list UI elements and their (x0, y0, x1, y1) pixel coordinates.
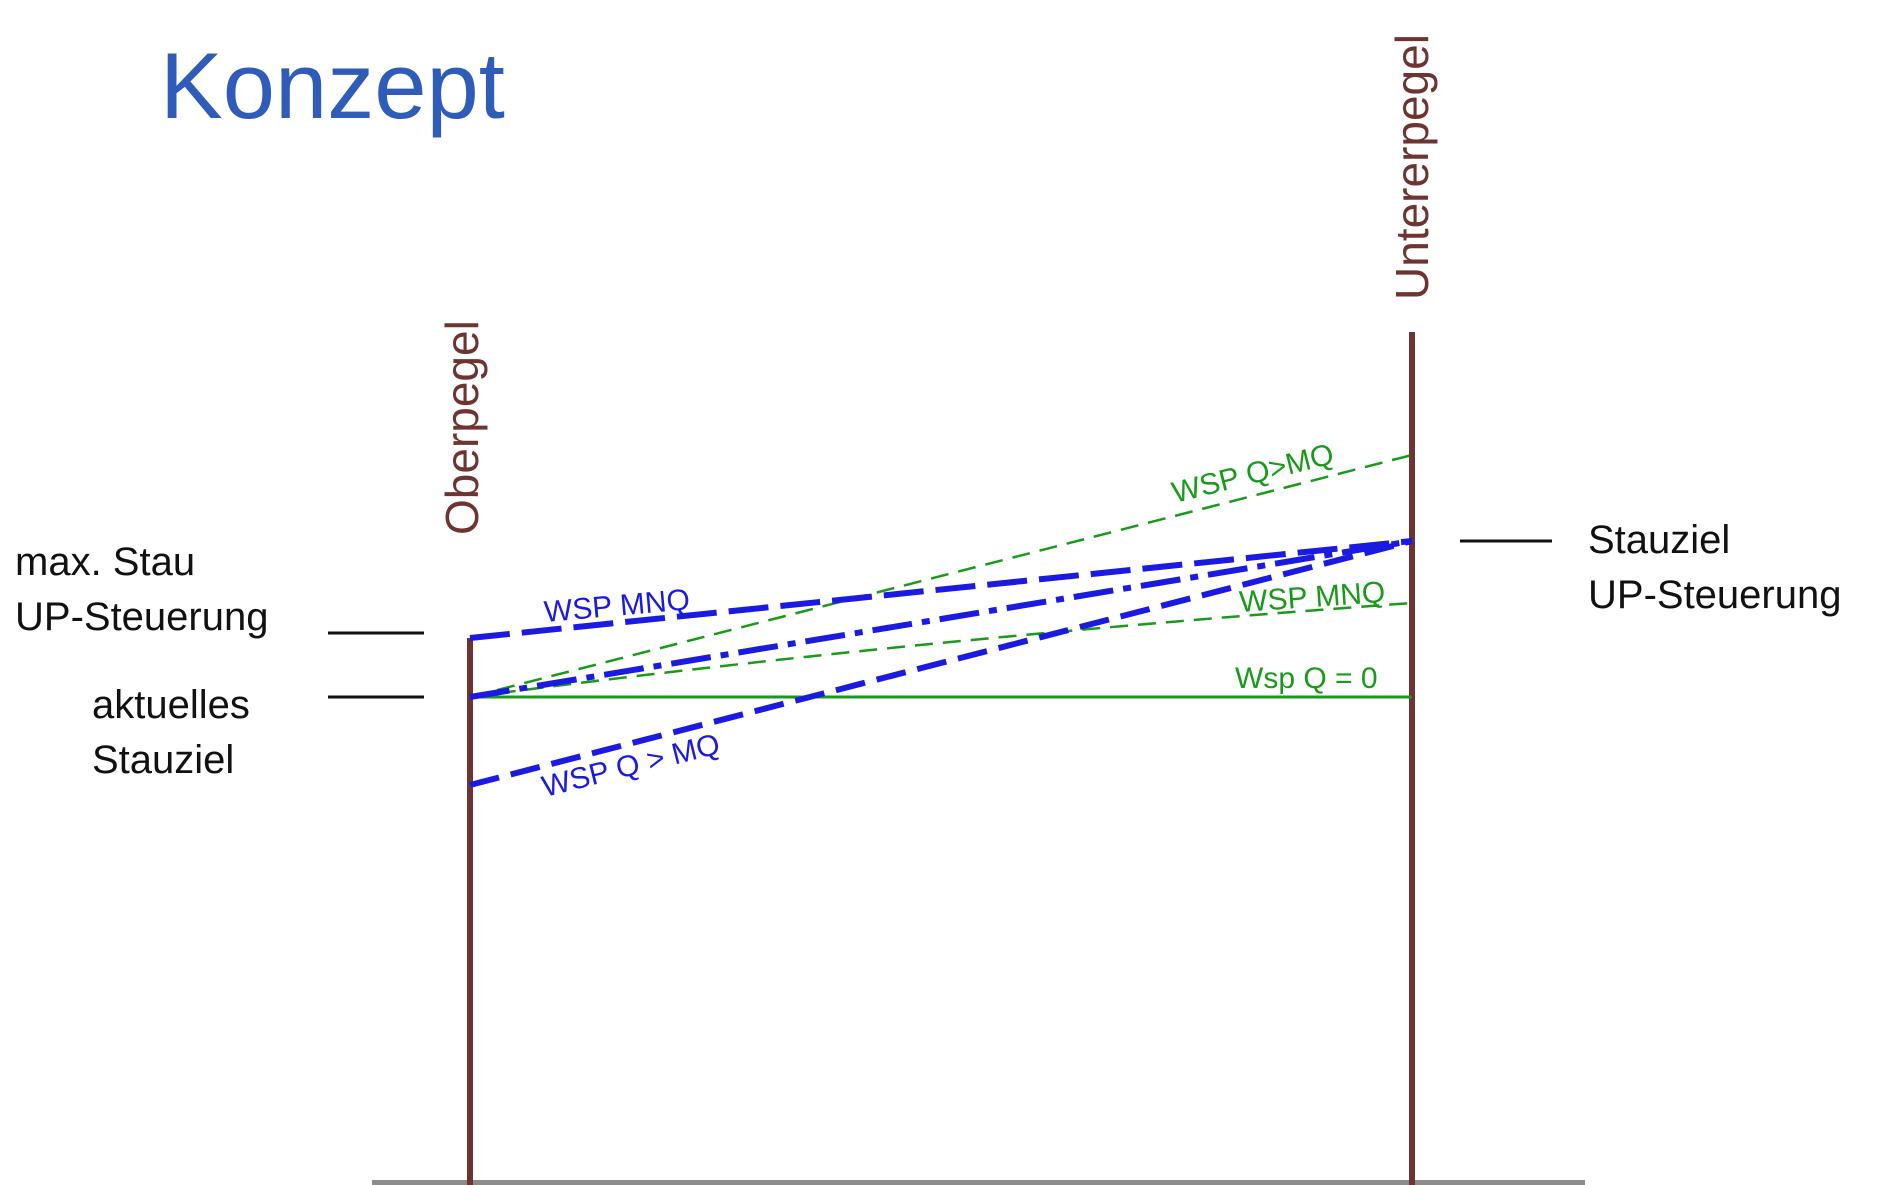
label-aktuelles-line1: aktuelles (92, 683, 250, 727)
label-green-q0: Wsp Q = 0 (1235, 662, 1378, 695)
green-line-q-mq (469, 453, 1413, 699)
label-green-q-mq: WSP Q>MQ (1169, 438, 1337, 510)
oberpegel-label: Oberpegel (436, 320, 488, 535)
blue-line-q-mq (469, 538, 1413, 788)
label-stauziel-line2: UP-Steuerung (1588, 573, 1841, 617)
label-stauziel-line1: Stauziel (1588, 518, 1730, 562)
label-aktuelles-line2: Stauziel (92, 738, 234, 782)
label-max-stau-line1: max. Stau (15, 540, 195, 584)
label-blue-q-mq: WSP Q > MQ (539, 728, 724, 804)
label-blue-mnq: WSP MNQ (543, 583, 691, 629)
blue-line-mnq (469, 538, 1413, 641)
label-max-stau-line2: UP-Steuerung (15, 595, 268, 639)
green-line-mnq (469, 601, 1413, 699)
blue-line-dashdot (469, 538, 1413, 700)
page-title: Konzept (160, 33, 505, 138)
unterpegel-label: Untererpegel (1386, 34, 1438, 300)
